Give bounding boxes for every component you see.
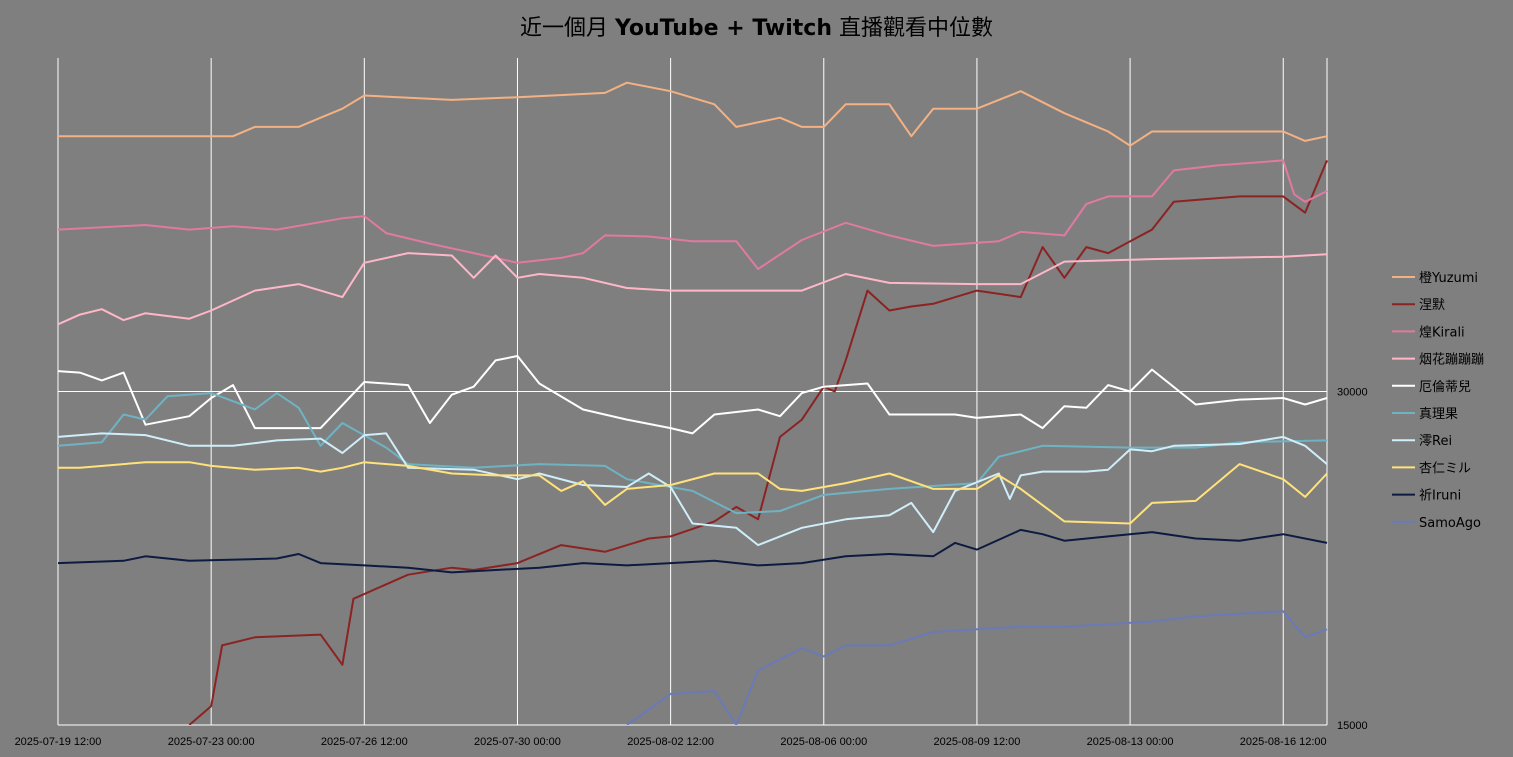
series-line-9 — [626, 610, 1328, 725]
x-tick-label: 2025-08-16 12:00 — [1240, 736, 1327, 748]
x-tick-label: 2025-07-30 00:00 — [474, 736, 561, 748]
y-tick-label: 15000 — [1337, 720, 1368, 732]
legend-label: SamoAgo — [1419, 516, 1481, 531]
x-tick-label: 2025-08-13 00:00 — [1087, 736, 1174, 748]
legend-label: 澪Rei — [1419, 434, 1452, 449]
legend-label: 橙Yuzumi — [1419, 271, 1478, 286]
series-line-5 — [58, 392, 1328, 515]
chart-title-prefix: 近一個月 — [519, 16, 608, 41]
legend-label: 厄倫蒂兒 — [1419, 380, 1471, 395]
series-line-0 — [58, 81, 1328, 147]
legend-label: 杏仁ミル — [1419, 461, 1471, 476]
y-tick-label: 30000 — [1337, 387, 1368, 399]
chart-title-suffix: 直播觀看中位數 — [839, 16, 994, 41]
legend-label: 烟花蹦蹦蹦 — [1419, 352, 1484, 368]
series-line-3 — [58, 252, 1328, 326]
legend-label: 涅默 — [1419, 297, 1445, 313]
legend-label: 祈Iruni — [1419, 489, 1461, 504]
series-line-8 — [58, 528, 1328, 574]
legend-label: 煌Kirali — [1419, 325, 1465, 340]
series-line-2 — [58, 159, 1328, 270]
x-tick-label: 2025-07-19 12:00 — [15, 736, 102, 748]
series-line-7 — [58, 461, 1328, 525]
chart-title: 近一個月 YouTube + Twitch 直播觀看中位數 — [0, 10, 1513, 42]
x-tick-label: 2025-07-26 12:00 — [321, 736, 408, 748]
series-line-1 — [188, 160, 1328, 725]
x-tick-label: 2025-08-09 12:00 — [934, 736, 1021, 748]
series-line-4 — [58, 355, 1328, 435]
x-tick-label: 2025-07-23 00:00 — [168, 736, 255, 748]
series-line-6 — [58, 432, 1328, 547]
x-tick-label: 2025-08-02 12:00 — [627, 736, 714, 748]
x-tick-label: 2025-08-06 00:00 — [780, 736, 867, 748]
legend-label: 真理果 — [1419, 407, 1458, 422]
chart-title-bold: YouTube + Twitch — [614, 16, 833, 41]
